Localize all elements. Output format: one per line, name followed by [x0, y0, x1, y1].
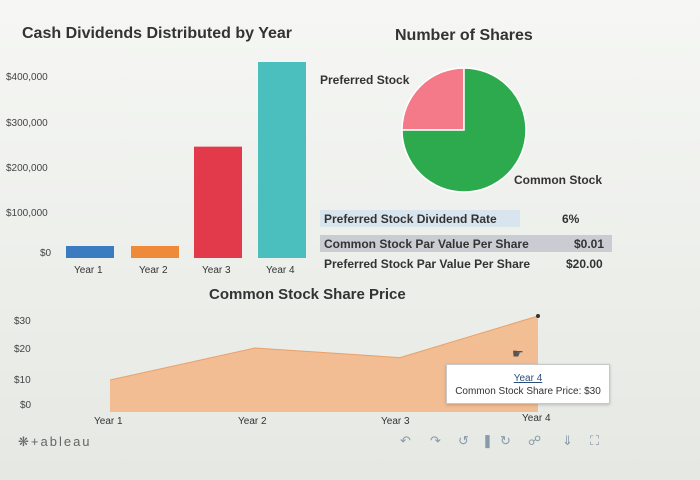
refresh-icon[interactable]: ↻ [500, 433, 511, 448]
bar-x-tick-label: Year 1 [74, 265, 103, 276]
area-x-tick-label: Year 2 [238, 416, 267, 427]
bar-y-tick-label: $400,000 [6, 72, 48, 83]
pie-slice-preferred[interactable] [401, 67, 465, 131]
bar-chart: $400,000 $300,000 $200,000 $100,000 $0 Year 1… [6, 62, 306, 276]
area-x-tick-label: Year 1 [94, 416, 123, 427]
share-icon[interactable]: ☍ [528, 433, 542, 448]
dividend-rate-label: Preferred Stock Dividend Rate [320, 210, 520, 227]
fullscreen-icon[interactable]: ⛶ [590, 433, 600, 448]
area-x-tick-label: Year 4 [522, 413, 551, 424]
pie-slice-common[interactable] [401, 67, 527, 193]
bar-3[interactable] [194, 146, 242, 258]
download-icon[interactable]: ⇓ [562, 433, 573, 448]
area-y-tick-label: $0 [20, 400, 32, 411]
dividend-rate-value: 6% [562, 212, 580, 226]
tooltip: Year 4 Common Stock Share Price: $30 [446, 364, 610, 404]
area-chart-title: Common Stock Share Price [209, 286, 406, 303]
tableau-logo-text: +ableau [30, 434, 92, 449]
bar-1[interactable] [66, 246, 114, 258]
bar-2[interactable] [131, 246, 179, 258]
bar-x-tick-label: Year 2 [139, 265, 168, 276]
pie-label-common: Common Stock [514, 173, 602, 187]
area-line [109, 315, 539, 381]
tooltip-title: Year 4 [513, 373, 543, 384]
area-x-tick-label: Year 3 [381, 416, 410, 427]
undo-icon[interactable]: ↶ [400, 433, 411, 448]
area-chart: $30 $20 $10 $0 Year 1 Year 2 Year 3 Year 4 [14, 314, 551, 427]
revert-icon[interactable]: ↺ [458, 433, 469, 448]
preferred-par-label: Preferred Stock Par Value Per Share [324, 257, 531, 271]
bar-y-tick-label: $0 [40, 248, 52, 259]
tooltip-text: Common Stock Share Price: $30 [455, 386, 601, 397]
hand-cursor-icon: ☛ [512, 346, 524, 361]
area-fill[interactable] [110, 316, 538, 412]
pie-chart-title: Number of Shares [395, 27, 533, 44]
pause-icon[interactable]: ❚ [482, 433, 493, 448]
pie-chart: Preferred Stock Common Stock [320, 67, 602, 193]
tableau-logo[interactable]: ❋+ableau [18, 434, 92, 450]
area-y-tick-label: $10 [14, 375, 31, 386]
redo-icon[interactable]: ↷ [430, 433, 441, 448]
common-par-value: $0.01 [574, 237, 605, 251]
bar-x-tick-label: Year 4 [266, 265, 295, 276]
bar-y-tick-label: $100,000 [6, 208, 48, 219]
area-point[interactable] [536, 314, 540, 318]
bar-y-tick-label: $200,000 [6, 163, 48, 174]
pie-label-preferred: Preferred Stock [320, 73, 410, 87]
area-y-tick-label: $20 [14, 344, 31, 355]
area-y-tick-label: $30 [14, 316, 31, 327]
bar-chart-title: Cash Dividends Distributed by Year [22, 25, 293, 42]
bar-y-tick-label: $300,000 [6, 118, 48, 129]
tableau-logo-icon: ❋ [18, 434, 31, 449]
preferred-par-value: $20.00 [566, 257, 603, 271]
bar-4[interactable] [258, 62, 306, 258]
common-par-label: Common Stock Par Value Per Share [320, 235, 612, 252]
bar-x-tick-label: Year 3 [202, 265, 231, 276]
